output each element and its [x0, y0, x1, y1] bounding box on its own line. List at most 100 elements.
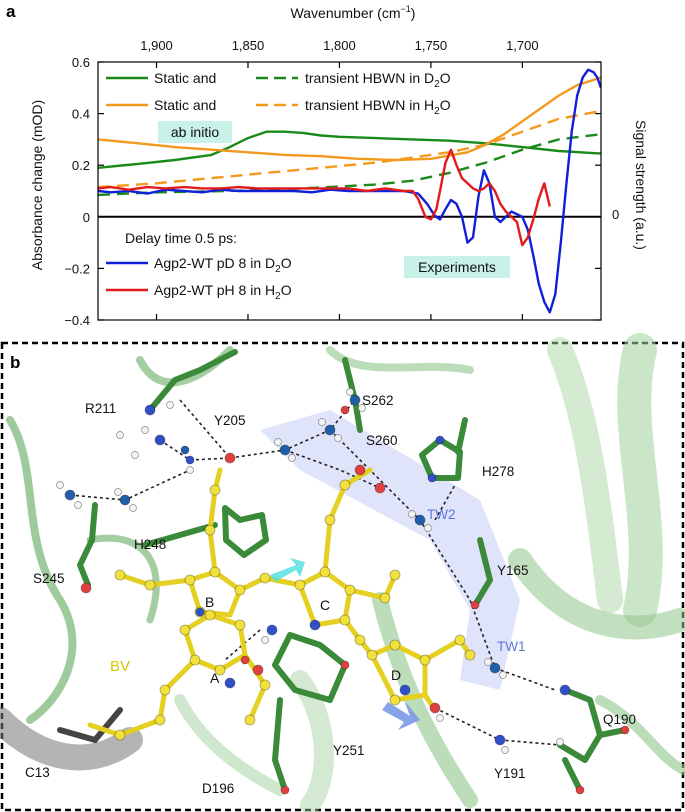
hydrogen-atom: [318, 418, 326, 426]
series-line-3: [98, 109, 601, 189]
chromophore-atom: [339, 614, 351, 626]
legend-transient-h2o-label: transient HBWN in H2O: [305, 97, 451, 117]
panel-b-structure: b: [0, 333, 685, 812]
nitrogen-atom: [266, 624, 278, 636]
ring-labels: A B C D: [205, 594, 401, 686]
legend-ph8-label: Agp2-WT pH 8 in H2O: [154, 282, 292, 302]
blue-arrow: [382, 700, 420, 730]
nitrogen-atom: [427, 473, 437, 483]
nitrogen-atom: [559, 684, 571, 696]
chromophore-atom: [234, 619, 246, 631]
chromophore-atom: [324, 514, 336, 526]
y-tick-label: −0.4: [64, 313, 90, 328]
right-zero-label: 0: [612, 207, 619, 222]
chromophore-atom: [204, 524, 216, 536]
hydrogen-atom: [346, 388, 354, 396]
hydrogen-atom: [424, 524, 432, 532]
hydrogen-atom: [116, 431, 124, 439]
chromophore-atom: [389, 694, 401, 706]
hydrogen-atom: [358, 404, 366, 412]
nitrogen-atom: [195, 607, 205, 617]
hydrogen-atom: [166, 401, 174, 409]
water-atom: [180, 445, 190, 455]
hydrogen-atom: [274, 438, 282, 446]
label-s262: S262: [362, 393, 394, 408]
hydrogen-atom: [141, 426, 149, 434]
chromophore-atom: [159, 684, 171, 696]
hydrogen-atom: [131, 451, 139, 459]
cyan-arrow: [270, 558, 305, 582]
oxygen-atom: [575, 785, 585, 795]
atoms: [56, 388, 630, 795]
chromophore-atom: [189, 654, 201, 666]
hydrogen-atom: [501, 746, 509, 754]
chromophore-atom: [354, 634, 366, 646]
oxygen-atom: [80, 582, 92, 594]
chromophore-atom: [454, 634, 466, 646]
top-axis-label: Wavenumber (cm−1): [291, 4, 416, 21]
x-tick-label: 1,700: [506, 38, 539, 53]
water-atom: [349, 394, 361, 406]
chromophore-atom: [344, 584, 356, 596]
nitrogen-atom: [309, 619, 321, 631]
legend-delay-title: Delay time 0.5 ps:: [125, 230, 237, 246]
experiments-label: Experiments: [418, 259, 496, 275]
y-tick-label: 0: [83, 210, 90, 225]
plot-frame: [97, 61, 602, 321]
series-line-4: [98, 68, 601, 314]
chromophore-atom: [319, 566, 331, 578]
hydrogen-atom: [334, 434, 342, 442]
ring-label-c: C: [320, 597, 330, 613]
ab-initio-label: ab initio: [171, 124, 219, 140]
oxygen-atom: [620, 725, 630, 735]
chromophore-atom: [294, 579, 306, 591]
hydrogen-atom: [436, 714, 444, 722]
ab-initio-badge: [158, 121, 232, 143]
water-atom: [119, 494, 131, 506]
oxygen-atom: [280, 785, 290, 795]
label-s245: S245: [33, 571, 65, 586]
chromophore-atom: [114, 729, 126, 741]
nitrogen-atom: [144, 404, 156, 416]
label-d196: D196: [202, 781, 234, 796]
nitrogen-atom: [154, 434, 166, 446]
label-q190: Q190: [603, 712, 636, 727]
chromophore-atom: [204, 609, 216, 621]
x-tick-label: 1,850: [232, 38, 265, 53]
chromophore-atom: [179, 624, 191, 636]
water-atom: [324, 424, 336, 436]
label-r211: R211: [85, 401, 116, 416]
c13-stick: [57, 707, 123, 744]
axis-ticks: 1,900 1,850 1,800 1,750 1,700 −0.4 −0.2 0 0.2 0.4…: [64, 38, 601, 328]
chromophore-atom: [389, 569, 401, 581]
nitrogen-atom: [399, 684, 411, 696]
hydrogen-atom: [186, 466, 194, 474]
y-tick-label: 0.6: [72, 55, 90, 70]
chromophore-atom: [154, 714, 166, 726]
chromophore-atom: [209, 484, 221, 496]
x-tick-label: 1,750: [415, 38, 448, 53]
oxygen-atom: [340, 405, 350, 415]
water-atom: [64, 489, 76, 501]
x-tick-label: 1,900: [140, 38, 173, 53]
label-y205: Y205: [214, 413, 246, 428]
hydrogen-atom: [74, 501, 82, 509]
chromophore-atom: [259, 572, 271, 584]
chromophore-atom: [366, 649, 378, 661]
oxygen-atom: [252, 664, 264, 676]
oxygen-atom: [340, 660, 350, 670]
label-tw1: TW1: [497, 639, 526, 654]
chromophore-atom: [259, 679, 271, 691]
legend-static-h2o-label: Static and: [154, 97, 216, 113]
hydrogen-atom: [56, 481, 64, 489]
label-h278: H278: [482, 464, 514, 479]
experiments-badge: [404, 256, 510, 278]
chromophore-atom: [339, 479, 351, 491]
chromophore-atom: [389, 639, 401, 651]
chromophore-atom: [214, 664, 226, 676]
legend-pd8-label: Agp2-WT pD 8 in D2O: [154, 255, 292, 275]
label-bv: BV: [110, 658, 130, 675]
nitrogen-atom: [224, 677, 236, 689]
chromophore-atom: [244, 714, 256, 726]
series-line-1: [98, 133, 601, 197]
